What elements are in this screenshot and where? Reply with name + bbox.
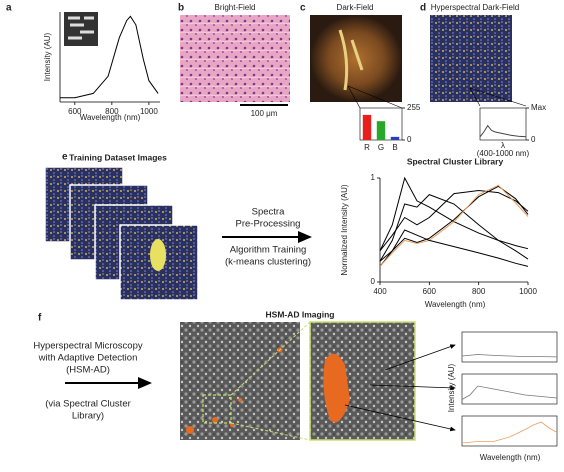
bar: [376, 121, 386, 140]
method-text: (HSM-AD): [66, 365, 110, 376]
x-tick-label: 600: [68, 107, 82, 116]
bright-field-image: [180, 15, 290, 102]
hyperspectral-image: [430, 15, 512, 102]
bar: [362, 114, 372, 140]
y-tick-label: 0: [531, 135, 536, 144]
step-text: (k-means clustering): [225, 257, 311, 268]
zoom-box: [202, 394, 232, 424]
plot-frame: [461, 415, 558, 447]
axis-note: (400-1000 nm): [477, 149, 530, 158]
x-tick-label: 800: [105, 107, 119, 116]
x-tick-label: G: [378, 143, 384, 152]
panel-title: Bright-Field: [215, 3, 256, 12]
bar: [390, 136, 400, 140]
nanorods: [68, 16, 94, 40]
dark-field-image: [310, 15, 402, 102]
x-axis-label: λ: [501, 141, 505, 150]
x-tick-label: R: [364, 143, 370, 152]
spectrum-line: [379, 185, 529, 267]
panel-title: Dark-Field: [337, 3, 374, 12]
callout: [469, 87, 527, 107]
tissue-feature: [150, 239, 166, 271]
x-axis-label: Wavelength (nm): [80, 113, 141, 122]
spectrum-line: [379, 229, 529, 267]
x-tick-label: 800: [472, 287, 486, 296]
method-text: (via Spectral Cluster: [45, 399, 131, 410]
panel-label: d: [420, 3, 426, 14]
panel-label: a: [6, 3, 12, 14]
pointer-arrows: [344, 344, 456, 432]
hsm-ad-image: [180, 322, 300, 440]
spectrum-line: [461, 421, 558, 444]
detections: [186, 347, 283, 434]
method-text: Hyperspectral Microscopy: [33, 341, 143, 352]
image-stack: [44, 166, 199, 301]
step-text: Spectra: [252, 207, 285, 218]
spectrum-line: [60, 15, 159, 99]
scale-label: 100 μm: [251, 109, 278, 118]
x-axis-label: Wavelength (nm): [425, 300, 486, 309]
tissue-feature: [338, 29, 364, 91]
callout: [347, 85, 403, 109]
spectrum-line: [461, 385, 558, 400]
step-text: Pre-Processing: [236, 219, 301, 230]
x-tick-label: 400: [373, 287, 387, 296]
axis-label: Intensity (AU): [447, 363, 456, 412]
y-tick-label: 255: [407, 103, 421, 112]
x-tick-label: 1000: [140, 107, 158, 116]
spectrum-line: [461, 354, 558, 358]
panel-label: c: [300, 3, 306, 14]
y-tick-label: Max: [531, 103, 546, 112]
detection-region: [323, 353, 350, 423]
spectrum-line: [479, 124, 527, 138]
plot-frame: [461, 331, 558, 363]
y-tick-label: 0: [407, 135, 412, 144]
method-text: Library): [72, 411, 104, 422]
axis-label: Wavelength (nm): [480, 453, 541, 462]
method-text: with Adaptive Detection: [38, 353, 138, 364]
section-title: Training Dataset Images: [69, 152, 167, 162]
panel-label: e: [62, 152, 68, 163]
panel-label: b: [178, 3, 184, 14]
y-tick-label: 1: [371, 173, 376, 182]
x-tick-label: B: [392, 143, 397, 152]
plot-frame: [479, 107, 527, 141]
plot-frame: [461, 373, 558, 405]
x-tick-label: 600: [423, 287, 437, 296]
y-tick-label: 0: [371, 277, 376, 286]
step-text: Algorithm Training: [230, 245, 307, 256]
panel-label: f: [38, 313, 42, 324]
spectrum-line: [379, 194, 529, 262]
y-axis-label: Intensity (AU): [43, 32, 52, 81]
zoom-lines: [230, 321, 311, 441]
chart-title: Spectral Cluster Library: [407, 156, 504, 166]
section-title: HSM-AD Imaging: [266, 309, 335, 319]
x-tick-label: 1000: [519, 287, 537, 296]
panel-title: Hyperspectral Dark-Field: [431, 3, 519, 12]
spectrum-line: [379, 184, 529, 267]
spectrum-line: [379, 176, 529, 252]
y-axis-label: Normalized Intensity (AU): [340, 184, 349, 275]
spectrum-line: [379, 189, 529, 252]
